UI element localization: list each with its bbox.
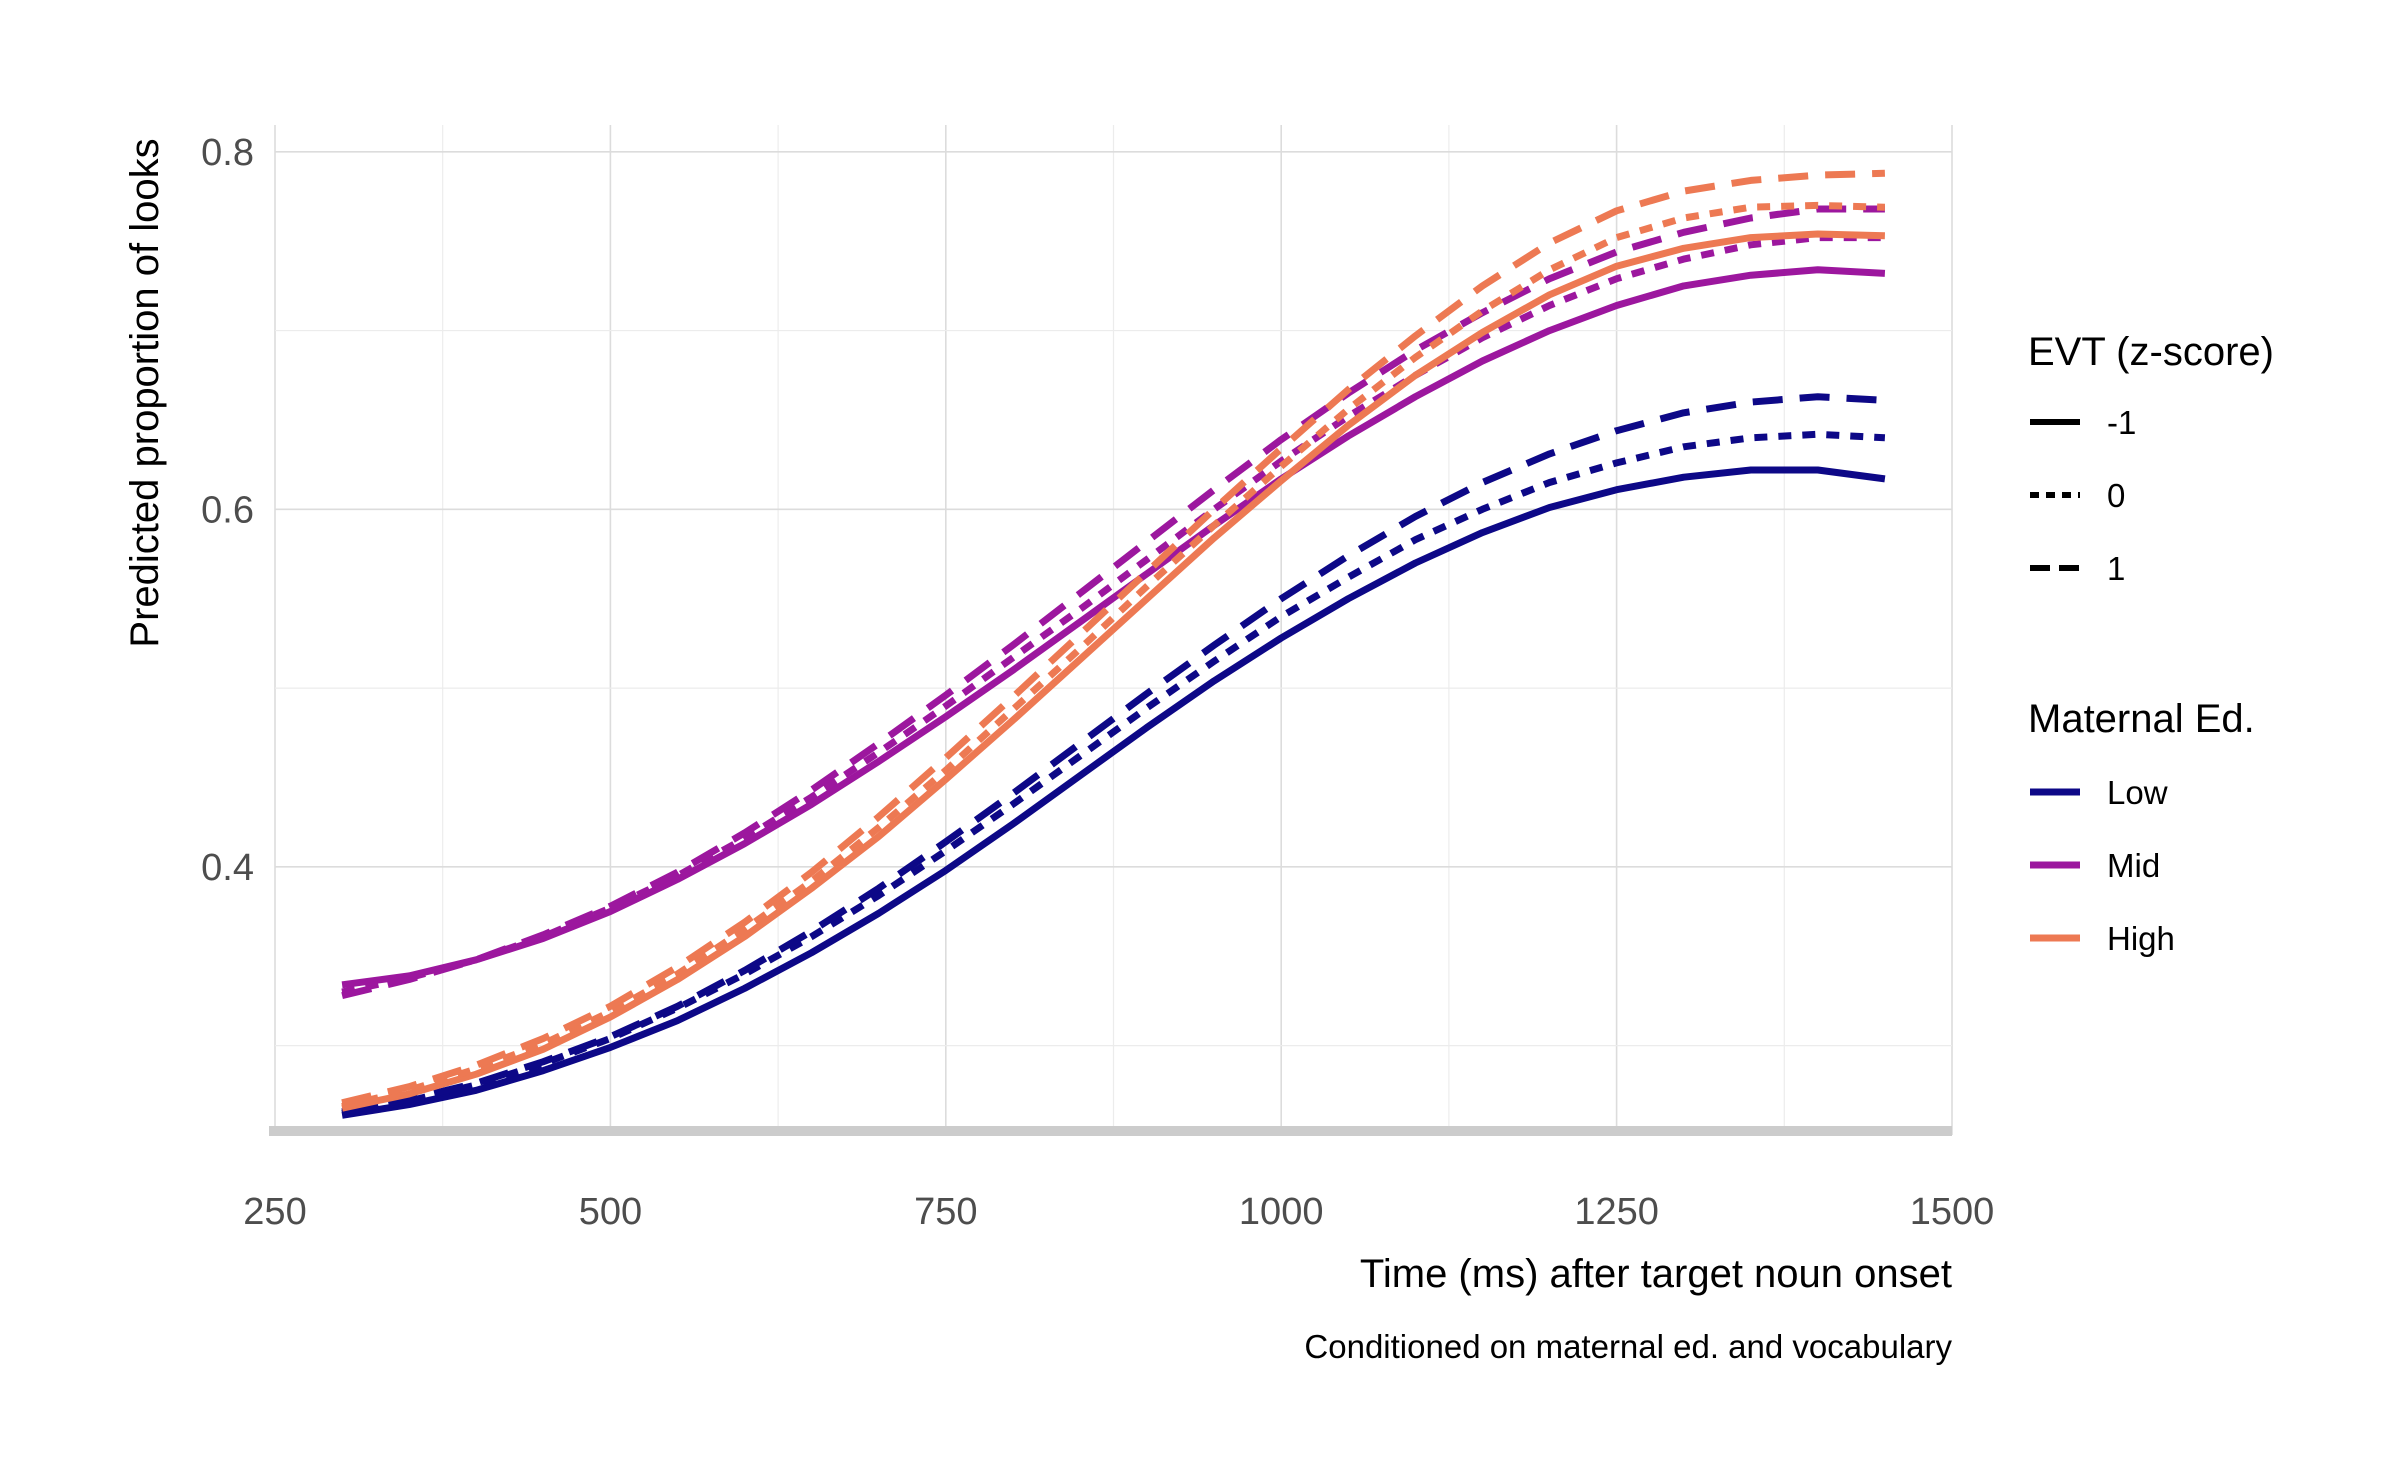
chart-caption: Conditioned on maternal ed. and vocabula… <box>1304 1328 1952 1365</box>
y-tick-label: 0.4 <box>201 847 254 889</box>
series-line-mid-evt-0 <box>341 234 1885 996</box>
x-tick-label: 750 <box>914 1191 977 1233</box>
legend: EVT (z-score) -1 0 1 Maternal Ed. Low Mid Hi… <box>2028 330 2274 957</box>
legend-linetype-title: EVT (z-score) <box>2028 330 2274 374</box>
x-axis-title: Time (ms) after target noun onset <box>1360 1252 1952 1296</box>
y-tick-label: 0.8 <box>201 132 254 174</box>
x-tick-label: 250 <box>243 1191 306 1233</box>
x-axis-baseline <box>269 1126 1952 1136</box>
series-line-high-evt--1 <box>341 230 1885 1112</box>
legend-linetype-label: 0 <box>2107 477 2125 514</box>
x-tick-label: 500 <box>579 1191 642 1233</box>
series-lines <box>341 169 1886 1119</box>
series-line-low-evt-1 <box>341 393 1886 1116</box>
legend-color-label: High <box>2107 920 2175 957</box>
series-line-high-evt-0 <box>341 201 1885 1110</box>
legend-linetype-label: -1 <box>2107 404 2136 441</box>
series-line-low-evt-0 <box>341 430 1886 1117</box>
legend-color-label: Low <box>2107 774 2168 811</box>
x-tick-label: 1250 <box>1574 1191 1659 1233</box>
legend-linetype-label: 1 <box>2107 550 2125 587</box>
y-tick-label: 0.6 <box>201 489 254 531</box>
x-tick-label: 1500 <box>1910 1191 1995 1233</box>
x-tick-label: 1000 <box>1239 1191 1324 1233</box>
tick-labels: 250 500 750 1000 1250 1500 0.4 0.6 0.8 <box>201 132 1994 1233</box>
y-axis-title: Predicted proportion of looks <box>123 138 167 647</box>
legend-color-label: Mid <box>2107 847 2160 884</box>
legend-color-title: Maternal Ed. <box>2028 697 2255 741</box>
series-line-low-evt--1 <box>341 466 1886 1119</box>
